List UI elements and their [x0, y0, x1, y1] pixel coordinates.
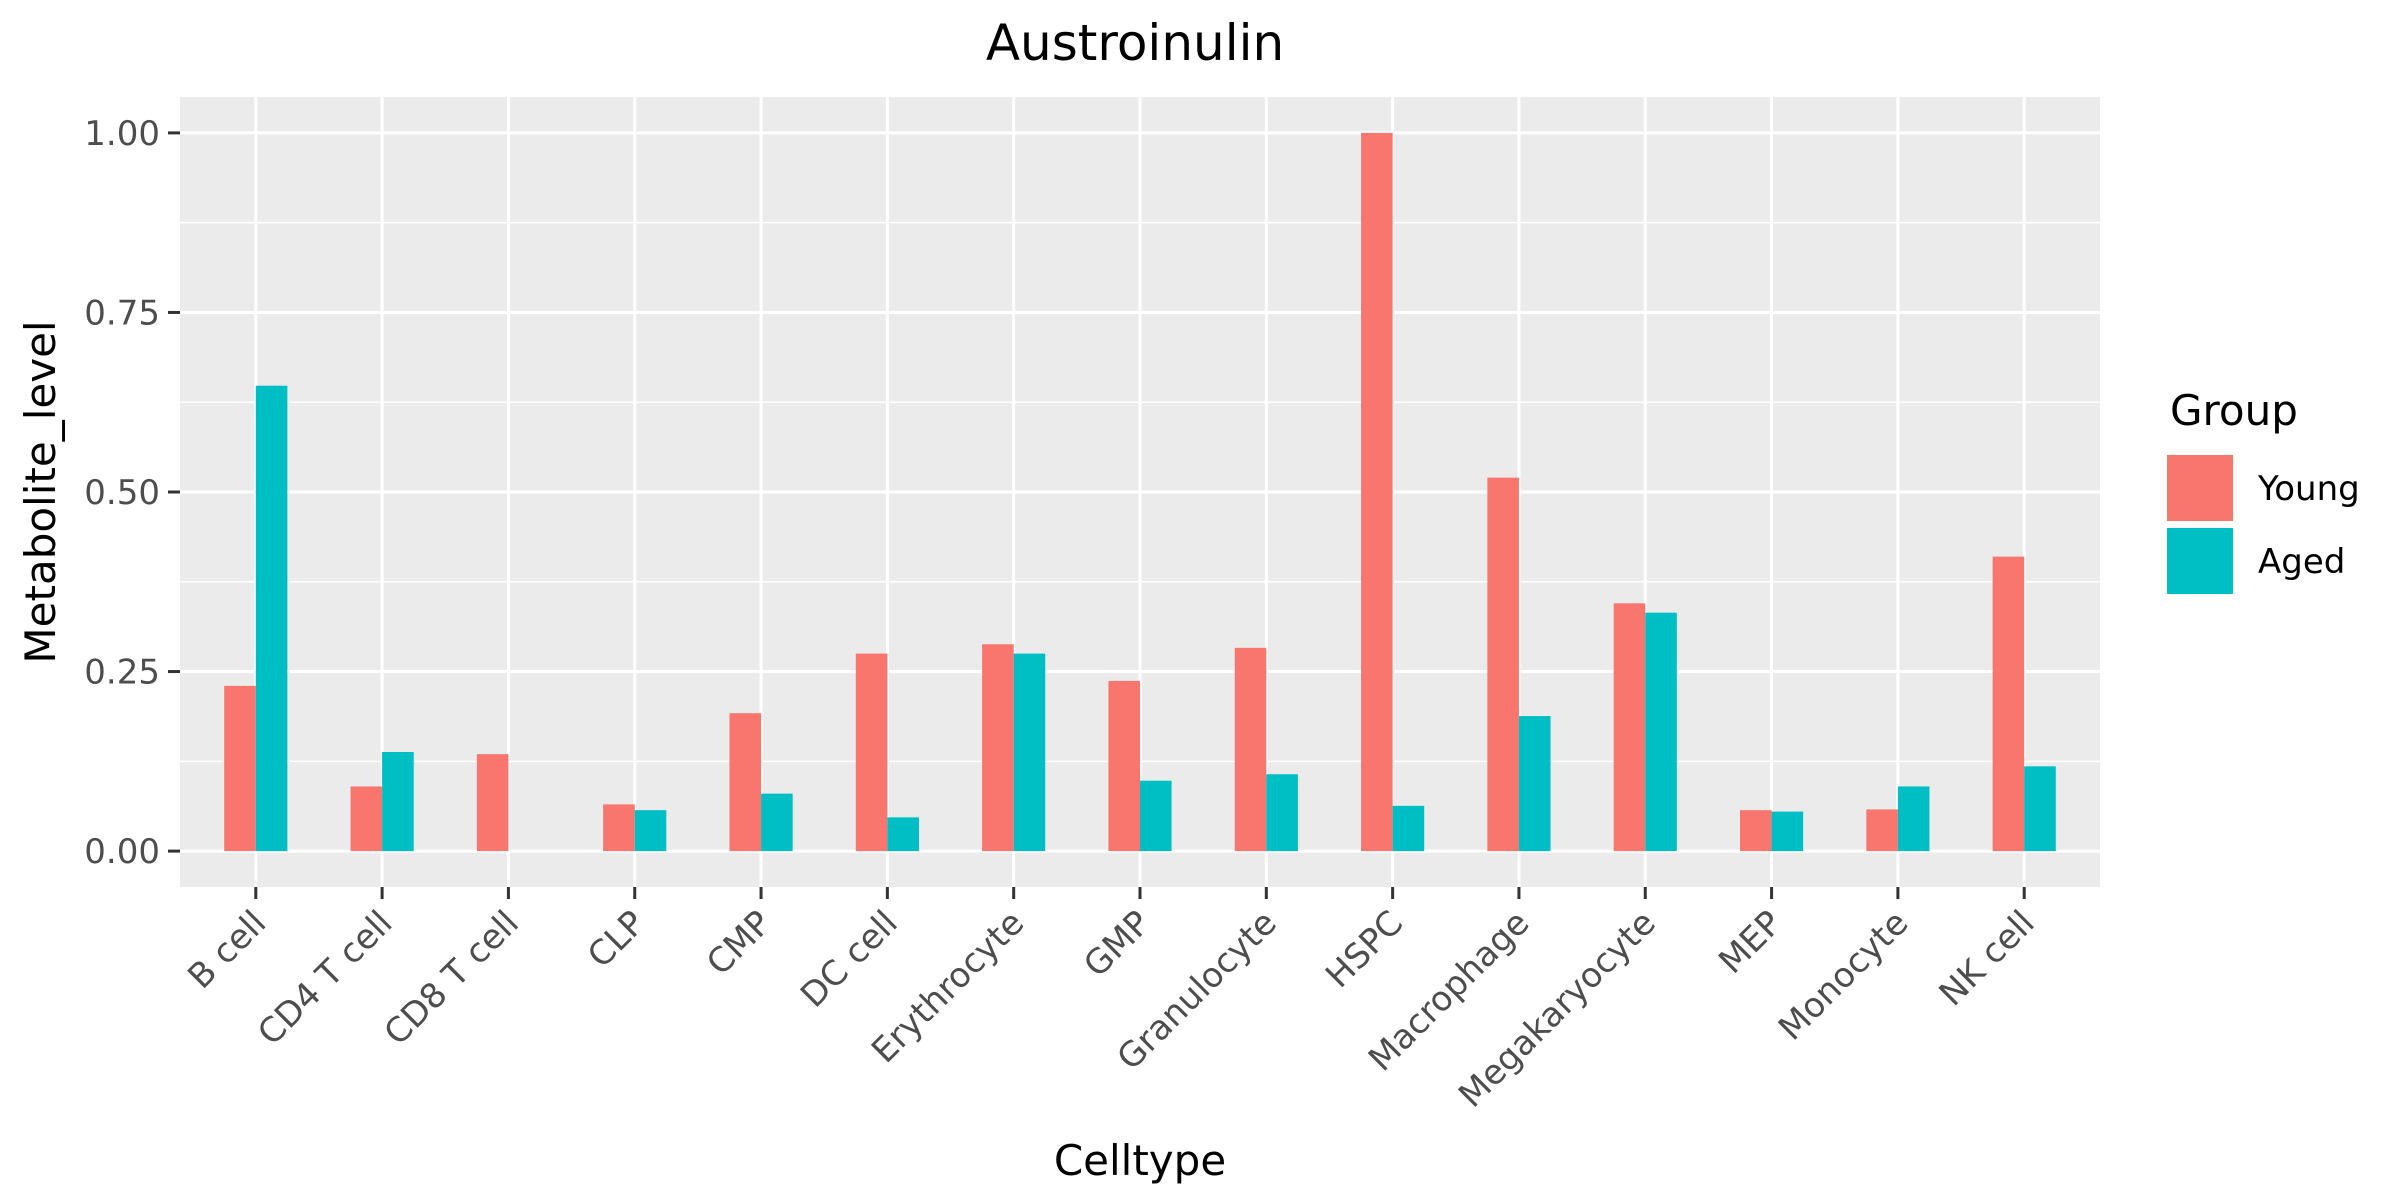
bar-aged-mep [1771, 811, 1804, 852]
y-tick-label: 0.25 [84, 653, 160, 693]
bar-young-dc-cell [855, 653, 888, 852]
x-tick-label: DC cell [793, 903, 906, 1016]
bar-aged-cd4-t-cell [382, 751, 414, 852]
bar-young-cd8-t-cell [476, 754, 509, 852]
bar-aged-b-cell [255, 385, 288, 852]
x-tick-label: CLP [580, 903, 653, 976]
bar-aged-monocyte [1897, 786, 1930, 852]
bar-aged-macrophage [1518, 716, 1551, 852]
bar-aged-nk-cell [2024, 766, 2056, 852]
bar-aged-hspc [1392, 805, 1425, 852]
bar-young-mep [1740, 810, 1772, 852]
x-tick-label: NK cell [1932, 903, 2043, 1014]
bars [224, 132, 2056, 852]
bar-aged-gmp [1140, 780, 1172, 852]
legend-title: Group [2170, 386, 2298, 435]
y-axis: 0.00 0.25 0.50 0.75 1.00 [84, 114, 180, 872]
x-tick-label: GMP [1076, 903, 1158, 985]
bar-aged-megakaryocyte [1645, 612, 1677, 852]
x-tick-label: CD8 T cell [377, 903, 527, 1053]
bar-aged-erythrocyte [1013, 653, 1046, 852]
x-tick-label: HSPC [1318, 903, 1411, 996]
bar-young-erythrocyte [982, 644, 1014, 852]
bar-aged-granulocyte [1266, 774, 1298, 852]
y-tick-label: 0.75 [84, 293, 160, 333]
legend-key-young [2167, 455, 2233, 521]
x-tick-label: MEP [1711, 903, 1790, 982]
bar-young-clp [603, 804, 635, 852]
bar-young-gmp [1108, 680, 1140, 852]
legend: Group Young Aged [2167, 386, 2360, 594]
y-tick-label: 0.50 [84, 473, 160, 513]
y-tick-label: 0.00 [84, 832, 160, 872]
x-axis-title: Celltype [1054, 1136, 1226, 1185]
legend-label-young: Young [2257, 469, 2360, 509]
x-tick-label: Monocyte [1771, 903, 1916, 1048]
x-tick-label: B cell [180, 903, 274, 997]
x-tick-label: CD4 T cell [250, 903, 400, 1053]
chart-title: Austroinulin [986, 14, 1284, 72]
bar-young-nk-cell [1992, 556, 2025, 852]
bar-young-megakaryocyte [1613, 603, 1646, 852]
y-tick-label: 1.00 [84, 114, 160, 154]
bar-aged-cmp [761, 793, 793, 852]
bar-aged-dc-cell [887, 817, 919, 852]
bar-young-monocyte [1866, 809, 1898, 852]
y-axis-title: Metabolite_level [16, 320, 65, 663]
bar-aged-clp [634, 810, 667, 852]
bar-young-cd4-t-cell [350, 786, 383, 852]
legend-label-aged: Aged [2258, 542, 2345, 582]
bar-young-hspc [1361, 132, 1393, 852]
bar-young-b-cell [224, 685, 256, 852]
bar-young-granulocyte [1234, 647, 1267, 852]
x-tick-label: CMP [699, 903, 779, 983]
bar-young-cmp [729, 713, 762, 852]
bar-young-macrophage [1487, 477, 1519, 852]
legend-key-aged [2167, 528, 2233, 594]
